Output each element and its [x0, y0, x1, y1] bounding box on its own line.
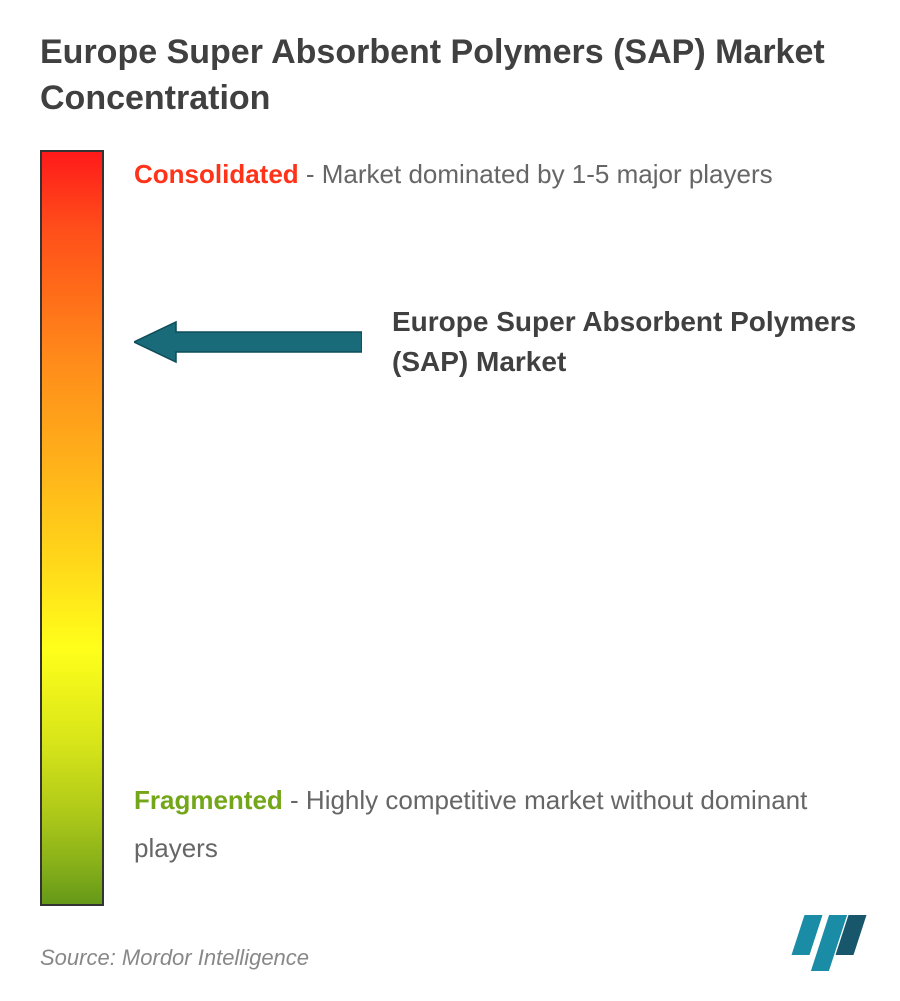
annotations-column: Consolidated - Market dominated by 1-5 m…	[134, 150, 860, 906]
fragmented-label: Fragmented	[134, 785, 283, 815]
content-area: Consolidated - Market dominated by 1-5 m…	[40, 150, 860, 906]
market-name-label: Europe Super Absorbent Polymers (SAP) Ma…	[392, 302, 860, 383]
left-arrow-icon	[134, 318, 362, 366]
concentration-gradient-bar	[40, 150, 104, 906]
page-title: Europe Super Absorbent Polymers (SAP) Ma…	[40, 30, 860, 122]
mordor-logo-icon	[798, 915, 860, 971]
consolidated-annotation: Consolidated - Market dominated by 1-5 m…	[134, 150, 860, 198]
market-pointer-row: Europe Super Absorbent Polymers (SAP) Ma…	[134, 302, 860, 383]
fragmented-annotation: Fragmented - Highly competitive market w…	[134, 776, 860, 872]
consolidated-description: - Market dominated by 1-5 major players	[299, 159, 773, 189]
footer: Source: Mordor Intelligence	[40, 915, 860, 971]
source-attribution: Source: Mordor Intelligence	[40, 945, 309, 971]
consolidated-label: Consolidated	[134, 159, 299, 189]
